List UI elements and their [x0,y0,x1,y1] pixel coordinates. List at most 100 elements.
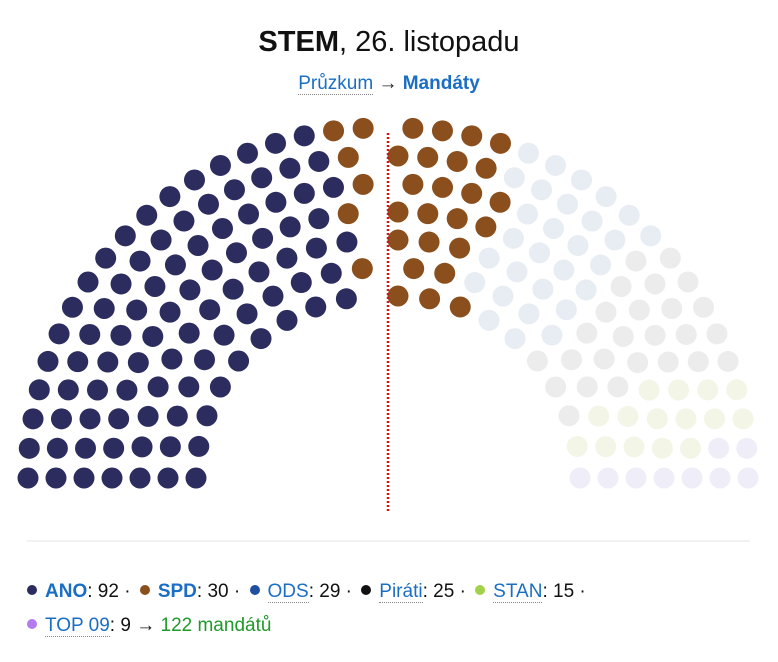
seat [679,437,701,459]
seat [183,169,205,191]
seat [187,235,209,257]
title-rest: , 26. listopadu [338,26,520,58]
seat [709,467,731,489]
seat [225,242,247,264]
seat [646,408,668,430]
seat [108,408,130,430]
seat [279,216,301,238]
seat [126,299,148,321]
seat [265,191,287,213]
seat [464,272,486,294]
legend-name[interactable]: SPD [157,581,197,602]
arrow: → [378,73,398,94]
legend-value: 15 [553,581,575,602]
seat [651,437,673,459]
legend-value: 30 [207,581,229,602]
value-separator: : [542,581,548,602]
seat [417,146,439,168]
seat [308,150,330,172]
seat [446,150,468,172]
seat [157,467,179,489]
seat [557,193,579,215]
seat [706,323,728,345]
legend-name[interactable]: TOP 09 [45,615,110,637]
seat [293,182,315,204]
value-separator: : [422,581,428,602]
seat [597,467,619,489]
seat [675,323,697,345]
seat [77,271,99,293]
legend-value: 9 [120,615,131,636]
seat [704,408,726,430]
seat [276,309,298,331]
seat [103,437,125,459]
seat [93,297,115,319]
seat [588,405,610,427]
seat [352,117,374,139]
seat [336,231,358,253]
value-separator: : [87,581,93,602]
seat [305,296,327,318]
seat [726,379,748,401]
seat [717,350,739,372]
seat [625,250,647,272]
chart-title: STEM, 26. listopadu [0,26,778,59]
seat [95,247,117,269]
seat [449,237,471,259]
seat [238,203,260,225]
seat [687,351,709,373]
seat [387,201,409,223]
seat [18,437,40,459]
seat [129,467,151,489]
legend-name[interactable]: Piráti [379,581,423,603]
seat [209,376,231,398]
seat [352,173,374,195]
seat [545,376,567,398]
seat [506,261,528,283]
seat [576,376,598,398]
seat [48,323,70,345]
seat [196,405,218,427]
seat [541,324,563,346]
seat [516,203,538,225]
seat [517,142,539,164]
seat [612,325,634,347]
survey-link[interactable]: Průzkum [298,73,374,95]
seat [531,179,553,201]
seat [628,299,650,321]
seat [75,437,97,459]
seat [475,157,497,179]
seat [478,309,500,331]
value-separator: : [308,581,314,602]
subtitle: Průzkum → Mandáty [0,73,778,95]
seat [197,193,219,215]
legend-item: STAN: 15 · [475,581,586,603]
seat [566,435,588,457]
seat [737,467,759,489]
value-separator: : [196,581,203,602]
seat [610,275,632,297]
seat [323,120,345,142]
seat [228,350,250,372]
seat [644,273,666,295]
legend-item: ANO: 92 · [27,581,131,602]
seat [337,203,359,225]
seat [150,229,172,251]
legend-name[interactable]: ODS [267,581,309,603]
seat [137,405,159,427]
legend-name[interactable]: STAN [493,581,543,603]
seat [403,258,425,280]
value-separator: : [109,615,116,636]
seat [434,262,456,284]
seat [61,296,83,318]
seat [136,204,158,226]
seat [252,227,274,249]
seat [265,132,287,154]
legend-name[interactable]: ANO [45,581,88,602]
seats-link[interactable]: Mandáty [402,73,480,94]
seat [147,376,169,398]
seat [305,237,327,259]
seat [37,350,59,372]
result: 122 mandátů [160,615,272,636]
seat [532,278,554,300]
